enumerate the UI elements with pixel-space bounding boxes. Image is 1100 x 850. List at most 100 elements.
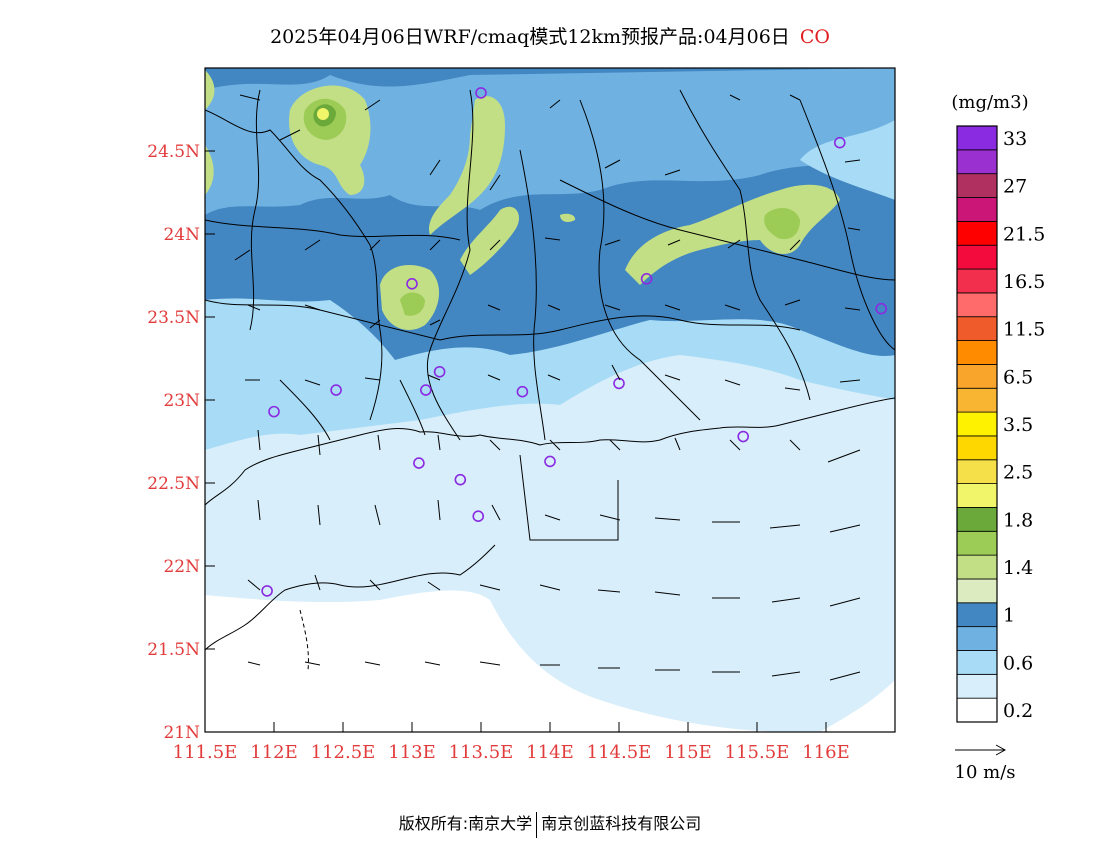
copyright-company: 南京创蓝科技有限公司 [541, 814, 702, 833]
x-tick-label: 115.5E [725, 742, 790, 763]
colorbar-swatch [956, 220, 998, 246]
colorbar-swatch [956, 411, 998, 437]
x-tick-label: 112E [250, 742, 298, 763]
colorbar-swatch [956, 268, 998, 294]
station-marker [419, 384, 432, 396]
chart-title: 2025年04月06日WRF/cmaq模式12km预报产品:04月06日 CO [0, 22, 1100, 49]
copyright-owner: 版权所有:南京大学 [398, 814, 533, 833]
field-white-southeast [820, 680, 895, 732]
station-marker [640, 273, 653, 285]
y-tick-label: 22.5N [147, 474, 200, 494]
colorbar-swatch [956, 125, 998, 151]
station-marker [454, 473, 467, 486]
field-high-west-edge [205, 145, 214, 195]
colorbar-swatch [956, 316, 998, 341]
wind-legend-arrow [955, 744, 1007, 756]
field-high-core-center [400, 292, 425, 316]
y-axis: 24.5N 24N 23.5N 23N 22.5N 22N 21.5N 21N [147, 142, 215, 743]
y-tick-label: 21N [163, 723, 200, 743]
y-tick-label: 23.5N [147, 308, 200, 328]
colorbar-swatch [956, 459, 998, 485]
colorbar-swatch [956, 340, 998, 365]
county-boundary [399, 379, 426, 436]
station-marker [475, 87, 487, 99]
colorbar-label: 1.4 [1003, 557, 1033, 579]
field-high-ridge-mid [460, 206, 520, 275]
x-tick-label: 113E [388, 742, 436, 763]
colorbar-label: 1.8 [1003, 509, 1033, 531]
county-boundary [519, 149, 546, 441]
colorbar-label: 0.6 [1003, 652, 1033, 674]
coastline [205, 397, 895, 506]
station-marker [516, 385, 529, 398]
province-boundary-west [205, 109, 383, 421]
station-marker [544, 455, 556, 468]
colorbar-swatch [956, 197, 998, 222]
x-tick-label: 114.5E [587, 742, 652, 763]
field-high-core-east [764, 208, 800, 240]
colorbar-swatch [956, 626, 998, 651]
colorbar-label: 33 [1003, 128, 1027, 150]
colorbar-label: 6.5 [1003, 366, 1033, 388]
land-boundaries [205, 89, 895, 671]
concentration-field [205, 68, 895, 732]
colorbar-label: 21.5 [1003, 223, 1045, 245]
county-boundary [799, 99, 895, 351]
colorbar-label: 0.2 [1003, 700, 1033, 722]
field-white-sea [205, 590, 780, 732]
field-high-corner [205, 70, 215, 110]
colorbar-swatch [956, 173, 998, 198]
x-tick-label: 111.5E [173, 742, 238, 763]
colorbar-unit: (mg/m3) [951, 92, 1028, 113]
colorbar-swatch [956, 507, 998, 532]
colorbar-swatch [956, 363, 998, 389]
colorbar-swatch [956, 435, 998, 461]
county-boundary [249, 89, 261, 331]
station-marker [833, 136, 846, 149]
field-peak-center-nw [317, 108, 329, 120]
colorbar-label: 2.5 [1003, 462, 1033, 484]
colorbar-swatch [956, 292, 998, 318]
chart-title-main: 2025年04月06日WRF/cmaq模式12km预报产品:04月06日 [270, 26, 790, 48]
x-tick-label: 115E [664, 742, 712, 763]
colorbar-swatch [956, 554, 998, 580]
field-high-ridge-north [429, 96, 505, 235]
x-tick-label: 116E [802, 742, 850, 763]
monitoring-stations [261, 87, 888, 597]
station-marker [737, 430, 750, 443]
colorbar-swatch [956, 697, 998, 723]
colorbar-label: 11.5 [1003, 319, 1045, 341]
station-marker [433, 365, 446, 378]
y-tick-label: 24N [163, 225, 200, 245]
colorbar-swatch [956, 650, 998, 675]
colorbar-label: 27 [1003, 176, 1027, 198]
island-boundary [299, 609, 309, 671]
y-tick-label: 24.5N [147, 142, 200, 162]
colorbar-swatch [956, 387, 998, 413]
y-tick-label: 21.5N [147, 640, 200, 660]
station-marker [261, 585, 273, 597]
colorbar-swatch [956, 530, 998, 556]
wind-legend-label: 10 m/s [955, 762, 1016, 783]
station-marker [413, 457, 425, 469]
colorbar-swatch [956, 244, 998, 270]
field-light-blue-north [205, 68, 895, 215]
county-boundary [205, 219, 461, 241]
x-axis: 111.5E 112E 112.5E 113E 113.5E 114E 114.5E 115E… [173, 722, 850, 763]
county-boundary [205, 299, 801, 341]
field-high-spot [560, 213, 576, 223]
county-boundary [519, 454, 619, 541]
station-marker [875, 302, 888, 315]
colorbar-swatch [956, 602, 998, 628]
field-pale-northeast [800, 120, 895, 200]
county-boundary [579, 99, 701, 421]
colorbar-swatch [956, 483, 998, 508]
wind-vectors [234, 94, 861, 681]
colorbar-frame [956, 125, 998, 723]
colorbar: 0.2 0.6 1 1.4 1.8 2.5 3.5 6.5 11.5 16.5 21.5 27 33 [956, 125, 1045, 723]
y-tick-label: 22N [163, 557, 200, 577]
coastline-west [205, 544, 496, 651]
x-tick-label: 114E [526, 742, 574, 763]
colorbar-label: 3.5 [1003, 414, 1033, 436]
